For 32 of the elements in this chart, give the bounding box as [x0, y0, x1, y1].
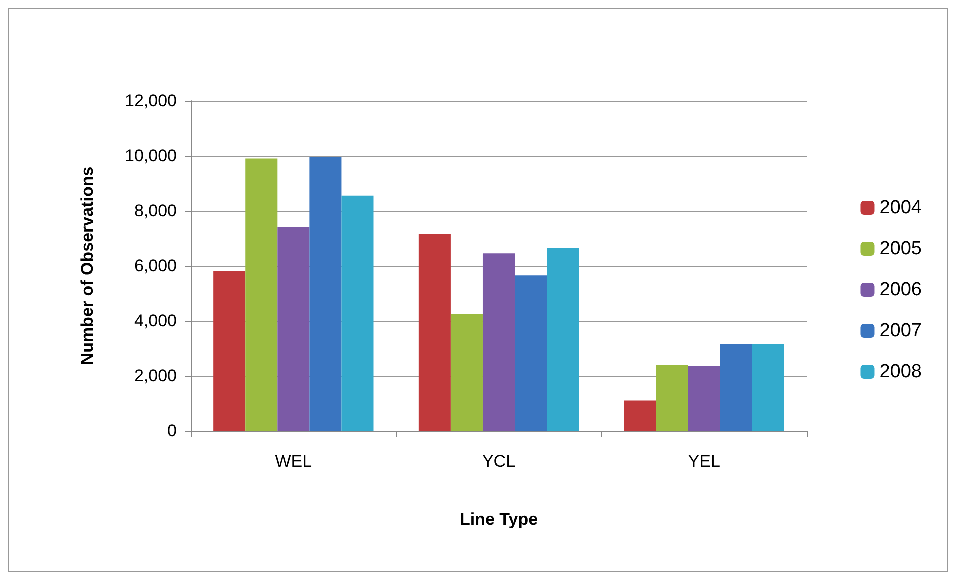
bar	[450, 314, 483, 431]
bar	[656, 365, 688, 431]
y-tick-label: 2,000	[134, 366, 177, 386]
y-tick-label: 12,000	[125, 92, 177, 110]
y-tick-label: 0	[168, 422, 177, 440]
bar	[624, 400, 656, 431]
bar	[214, 272, 246, 431]
bar	[482, 254, 516, 431]
bar	[752, 344, 784, 431]
bar	[547, 248, 580, 431]
bar	[246, 158, 278, 431]
legend-label: 2007	[880, 320, 922, 342]
y-tick-label: 8,000	[134, 202, 177, 220]
legend-label: 2004	[880, 198, 922, 218]
bar	[278, 228, 310, 431]
y-tick-label: 6,000	[134, 256, 177, 276]
bar	[688, 366, 720, 431]
y-tick-label: 10,000	[125, 146, 177, 166]
x-axis-title: Line Type	[460, 510, 538, 529]
x-tick-label: YEL	[688, 452, 720, 471]
bar	[720, 344, 752, 431]
bar	[310, 157, 342, 431]
legend-label: 2005	[880, 238, 922, 260]
legend-label: 2008	[880, 362, 922, 382]
x-tick-label: WEL	[275, 452, 312, 471]
y-tick-label: 4,000	[134, 312, 177, 330]
x-tick-label: YCL	[482, 452, 516, 471]
legend-label: 2006	[880, 280, 922, 300]
bar	[418, 234, 451, 431]
bar	[515, 276, 548, 431]
y-axis-title: Number of Observations	[78, 166, 97, 366]
bar	[342, 196, 374, 431]
